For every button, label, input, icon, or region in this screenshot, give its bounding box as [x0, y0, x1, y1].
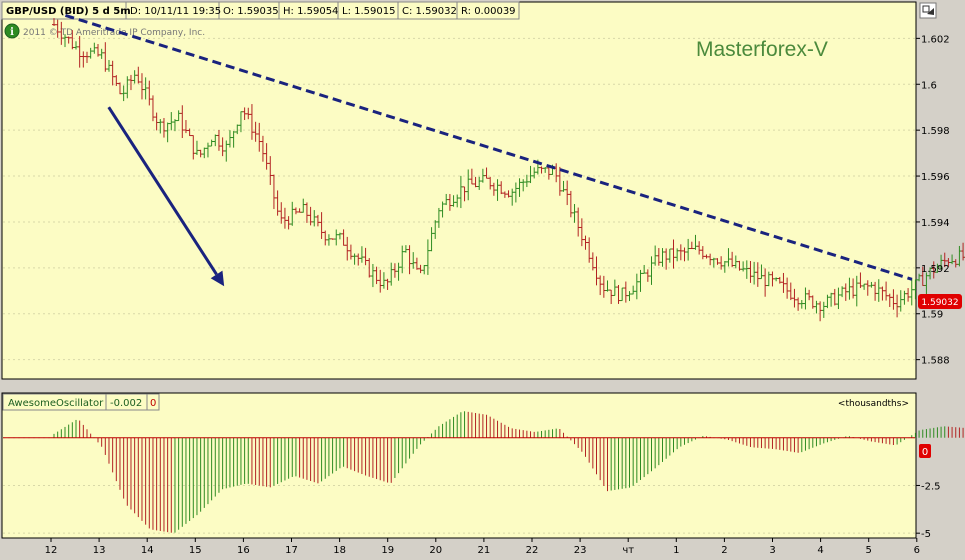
down-arrow — [107, 106, 225, 287]
candle — [961, 242, 965, 261]
oscillator-bars — [53, 411, 964, 533]
candle — [950, 254, 955, 265]
price-panel — [1, 1, 917, 380]
header-bar: GBP/USD (BID) 5 d 5m D: 10/11/11 19:35 O… — [1, 1, 520, 20]
low-label: L: 1.59015 — [342, 6, 395, 17]
time-tick-label: 16 — [237, 545, 250, 556]
time-tick-label: 19 — [381, 545, 394, 556]
oscillator-panel — [1, 392, 917, 539]
high-label: H: 1.59054 — [283, 6, 338, 17]
price-axis: 1.602 1.6 1.598 1.596 1.594 1.592 1.59 1.588 — [916, 34, 950, 367]
candle — [957, 245, 962, 267]
time-tick-label: 15 — [189, 545, 202, 556]
info-icon[interactable]: i — [4, 23, 20, 39]
time-tick-label: 1 — [673, 545, 679, 556]
candlestick-series — [52, 18, 965, 322]
settings-icon[interactable] — [919, 2, 937, 19]
price-tick-label: 1.592 — [921, 264, 950, 275]
date-label: D: 10/11/11 19:35 — [130, 6, 221, 17]
time-axis: 12 13 14 15 16 17 18 19 20 21 22 23 чт 1 2 3 4 5 6 — [45, 538, 920, 556]
time-tick-label: 4 — [817, 545, 823, 556]
time-tick-label: 6 — [914, 545, 920, 556]
price-tick-label: 1.6 — [921, 80, 937, 91]
open-label: O: 1.59035 — [223, 6, 279, 17]
oscillator-tag: 0 — [919, 444, 931, 458]
symbol-label[interactable]: GBP/USD (BID) 5 d 5m — [6, 6, 131, 17]
oscillator-tick-label: -5 — [921, 529, 931, 540]
oscillator-name[interactable]: AwesomeOscillator — [8, 398, 104, 409]
watermark-text: Masterforex-V — [696, 38, 828, 61]
price-tick-label: 1.596 — [921, 172, 950, 183]
time-tick-label: 5 — [866, 545, 872, 556]
range-label: R: 0.00039 — [461, 6, 516, 17]
oscillator-header: AwesomeOscillator -0.002 0 <thousandths> — [2, 393, 909, 411]
oscillator-units: <thousandths> — [838, 399, 909, 409]
time-tick-label: 20 — [429, 545, 442, 556]
time-tick-label: 22 — [526, 545, 539, 556]
price-grid — [3, 37, 915, 361]
oscillator-value: -0.002 — [110, 398, 142, 409]
svg-text:i: i — [10, 27, 14, 38]
time-tick-label: 23 — [574, 545, 587, 556]
time-tick-label: 14 — [141, 545, 154, 556]
oscillator-second: 0 — [150, 398, 156, 409]
trendline — [64, 13, 913, 281]
time-tick-label: чт — [622, 545, 634, 556]
time-tick-label: 2 — [721, 545, 727, 556]
copyright-text: 2011 © TD Ameritrade IP Company, Inc. — [23, 28, 205, 38]
time-tick-label: 18 — [333, 545, 346, 556]
oscillator-tag-text: 0 — [922, 447, 928, 458]
time-tick-label: 12 — [45, 545, 58, 556]
close-label: C: 1.59032 — [402, 6, 457, 17]
price-tag: 1.59032 — [918, 294, 962, 309]
price-tick-label: 1.598 — [921, 126, 950, 137]
oscillator-tick-label: -2.5 — [921, 481, 941, 492]
candle — [924, 272, 929, 297]
time-tick-label: 17 — [285, 545, 298, 556]
price-tick-label: 1.59 — [921, 310, 943, 321]
time-tick-label: 13 — [93, 545, 106, 556]
price-tick-label: 1.588 — [921, 356, 950, 367]
price-tick-label: 1.602 — [921, 34, 950, 45]
time-tick-label: 21 — [478, 545, 491, 556]
oscillator-axis: -2.5 -5 — [916, 481, 941, 540]
price-tag-text: 1.59032 — [921, 298, 958, 308]
price-tick-label: 1.594 — [921, 218, 950, 229]
candle — [953, 259, 958, 268]
time-tick-label: 3 — [769, 545, 775, 556]
